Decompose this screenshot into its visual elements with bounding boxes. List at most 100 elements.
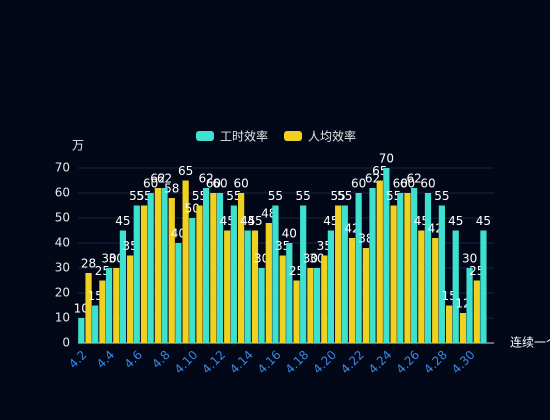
- bar: [445, 305, 453, 343]
- value-label: 45: [476, 214, 491, 228]
- value-label: 60: [420, 177, 435, 191]
- value-label: 40: [171, 227, 186, 241]
- bar: [452, 230, 459, 343]
- value-label: 30: [309, 252, 324, 266]
- value-label: 45: [247, 214, 262, 228]
- bar: [300, 205, 307, 343]
- legend-label: 工时效率: [220, 129, 268, 144]
- bar: [133, 205, 140, 343]
- bar: [182, 180, 189, 343]
- x-tick-label: 4.2: [66, 348, 89, 371]
- legend-swatch: [196, 131, 214, 141]
- bar: [397, 193, 404, 343]
- y-tick-label: 0: [62, 336, 70, 350]
- value-label: 45: [115, 214, 130, 228]
- x-tick-label: 4.26: [394, 348, 423, 377]
- bar: [335, 205, 342, 343]
- bar: [362, 248, 370, 343]
- value-label: 62: [157, 172, 172, 186]
- value-label: 15: [88, 289, 103, 303]
- bar: [251, 230, 259, 343]
- y-tick-label: 10: [55, 311, 70, 325]
- bar: [258, 268, 265, 343]
- value-label: 60: [143, 177, 158, 191]
- x-tick-label: 4.14: [227, 348, 256, 377]
- x-tick-label: 4.24: [366, 348, 395, 377]
- bar: [438, 205, 445, 343]
- value-label: 55: [268, 189, 283, 203]
- bar: [272, 205, 279, 343]
- value-label: 50: [185, 202, 200, 216]
- y-tick-label: 50: [55, 211, 70, 225]
- bar: [113, 268, 120, 343]
- bar: [147, 193, 154, 343]
- x-tick-label: 4.18: [283, 348, 312, 377]
- x-axis-label: 连续一个: [510, 335, 550, 350]
- value-label: 45: [323, 214, 338, 228]
- bar: [459, 313, 467, 343]
- x-tick-label: 4.22: [338, 348, 367, 377]
- value-label: 55: [331, 189, 346, 203]
- value-label: 10: [74, 302, 89, 316]
- bar: [321, 255, 328, 343]
- bar: [154, 188, 162, 343]
- bar: [119, 230, 127, 343]
- bar: [376, 180, 383, 343]
- x-tick-label: 4.28: [421, 348, 450, 377]
- bar: [196, 205, 203, 343]
- value-label: 55: [226, 189, 241, 203]
- x-tick-label: 4.10: [172, 348, 201, 377]
- value-label: 55: [337, 189, 352, 203]
- bar: [390, 205, 397, 343]
- bar: [105, 268, 113, 343]
- value-label: 60: [233, 177, 248, 191]
- value-label: 55: [129, 189, 144, 203]
- value-label: 55: [434, 189, 449, 203]
- value-label: 30: [101, 252, 116, 266]
- bar: [92, 305, 99, 343]
- value-label: 60: [212, 177, 227, 191]
- value-label: 28: [81, 257, 96, 271]
- bar: [237, 193, 245, 343]
- bar: [175, 243, 182, 343]
- bar: [327, 230, 335, 343]
- x-tick-label: 4.16: [255, 348, 284, 377]
- value-label: 58: [164, 182, 179, 196]
- value-label: 45: [448, 214, 463, 228]
- bar: [99, 280, 106, 343]
- x-tick-label: 4.8: [149, 348, 172, 371]
- bar: [348, 238, 356, 343]
- bar: [410, 188, 418, 343]
- bar: [161, 188, 168, 343]
- x-tick-label: 4.4: [94, 348, 117, 371]
- value-label: 62: [365, 172, 380, 186]
- bar: [224, 230, 231, 343]
- bar: [466, 268, 473, 343]
- value-label: 55: [296, 189, 311, 203]
- value-label: 70: [379, 152, 394, 166]
- bar: [432, 238, 439, 343]
- value-label: 65: [178, 164, 193, 178]
- value-label: 30: [303, 252, 318, 266]
- x-tick-label: 4.20: [310, 348, 339, 377]
- bar: [216, 193, 224, 343]
- x-tick-label: 4.30: [449, 348, 478, 377]
- y-tick-label: 30: [55, 261, 70, 275]
- bar: [140, 205, 148, 343]
- bar: [279, 255, 286, 343]
- value-label: 60: [393, 177, 408, 191]
- y-tick-label: 20: [55, 286, 70, 300]
- x-tick-label: 4.12: [199, 348, 228, 377]
- bar: [202, 188, 210, 343]
- value-label: 45: [240, 214, 255, 228]
- value-label: 30: [462, 252, 477, 266]
- value-label: 40: [282, 227, 297, 241]
- bar: [85, 273, 92, 343]
- bar: [355, 193, 362, 343]
- y-tick-label: 40: [55, 236, 70, 250]
- value-label: 62: [198, 172, 213, 186]
- bar: [127, 255, 134, 343]
- value-label: 60: [206, 177, 221, 191]
- bar: [473, 280, 480, 343]
